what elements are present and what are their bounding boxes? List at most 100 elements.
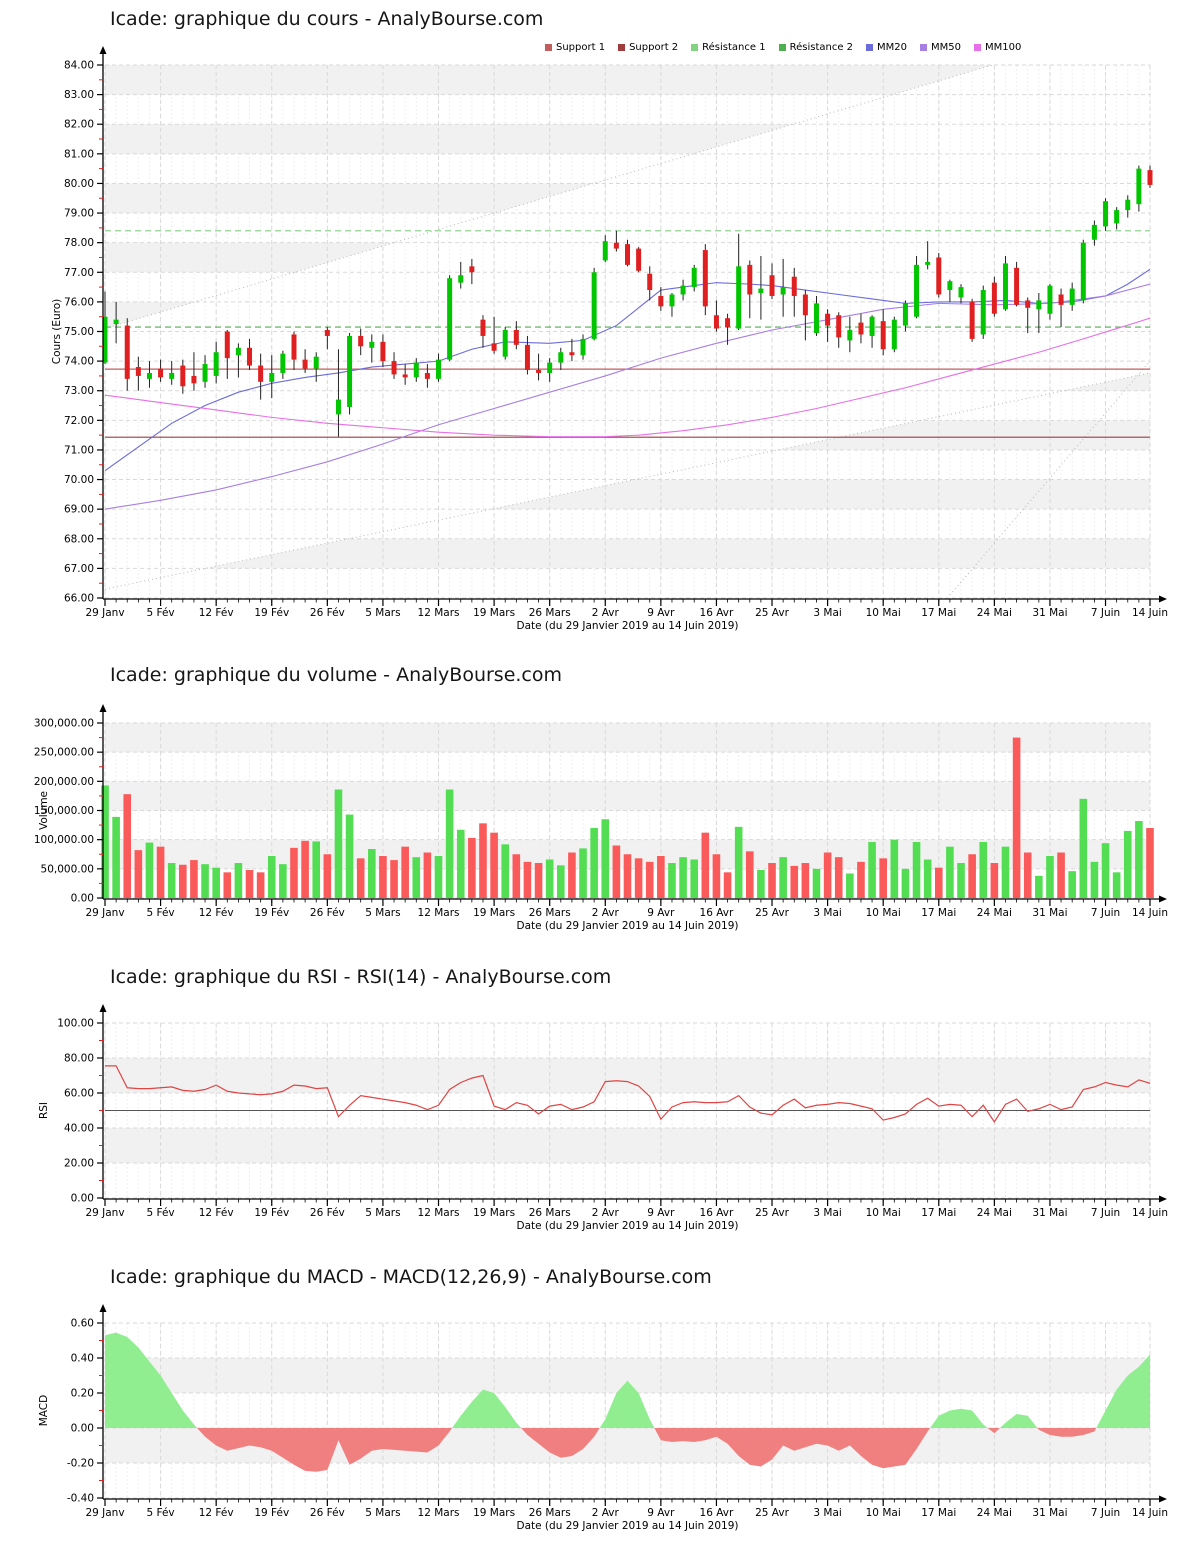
svg-text:12 Fév: 12 Fév [199,1507,234,1519]
svg-text:17 Mai: 17 Mai [921,907,956,919]
svg-text:10 Mai: 10 Mai [866,1207,901,1219]
svg-text:12 Mars: 12 Mars [418,1507,460,1519]
legend-swatch [778,44,786,51]
svg-text:50,000.00: 50,000.00 [41,863,94,875]
svg-text:10 Mai: 10 Mai [866,1507,901,1519]
svg-text:5 Fév: 5 Fév [146,1207,174,1219]
svg-text:17 Mai: 17 Mai [921,1207,956,1219]
svg-text:9 Avr: 9 Avr [647,907,675,919]
legend-label: Résistance 1 [702,42,766,53]
svg-text:24 Mai: 24 Mai [977,607,1012,619]
svg-text:14 Juin: 14 Juin [1132,907,1168,919]
svg-text:77.00: 77.00 [64,267,94,279]
svg-text:12 Mars: 12 Mars [418,607,460,619]
legend-label: MM50 [931,42,961,53]
svg-text:20.00: 20.00 [64,1158,94,1170]
svg-text:9 Avr: 9 Avr [647,607,675,619]
svg-text:26 Mars: 26 Mars [529,907,571,919]
svg-text:2 Avr: 2 Avr [592,1507,620,1519]
svg-text:5 Fév: 5 Fév [146,1507,174,1519]
svg-text:29 Janv: 29 Janv [85,607,124,619]
svg-text:10 Mai: 10 Mai [866,607,901,619]
svg-text:100,000.00: 100,000.00 [34,834,94,846]
svg-text:26 Fév: 26 Fév [310,1507,345,1519]
svg-text:83.00: 83.00 [64,89,94,101]
svg-text:81.00: 81.00 [64,148,94,160]
svg-text:70.00: 70.00 [64,474,94,486]
svg-text:9 Avr: 9 Avr [647,1207,675,1219]
svg-text:79.00: 79.00 [64,208,94,220]
svg-text:80.00: 80.00 [64,178,94,190]
svg-text:24 Mai: 24 Mai [977,1507,1012,1519]
svg-text:0.20: 0.20 [71,1388,94,1400]
svg-text:Cours (Euro): Cours (Euro) [51,299,63,365]
svg-text:0.00: 0.00 [71,893,94,905]
svg-text:24 Mai: 24 Mai [977,907,1012,919]
svg-text:0.00: 0.00 [71,1193,94,1205]
legend-item-mm20: MM20 [866,42,907,53]
svg-text:3 Mai: 3 Mai [813,1207,841,1219]
svg-text:66.00: 66.00 [64,593,94,605]
svg-text:2 Avr: 2 Avr [592,1207,620,1219]
svg-text:80.00: 80.00 [64,1053,94,1065]
svg-text:25 Avr: 25 Avr [755,907,789,919]
svg-text:31 Mai: 31 Mai [1032,607,1067,619]
svg-text:3 Mai: 3 Mai [813,907,841,919]
svg-text:26 Fév: 26 Fév [310,907,345,919]
svg-text:26 Mars: 26 Mars [529,1207,571,1219]
legend-swatch [618,44,626,51]
svg-text:19 Fév: 19 Fév [254,607,289,619]
svg-text:74.00: 74.00 [64,356,94,368]
svg-text:19 Fév: 19 Fév [254,907,289,919]
svg-text:60.00: 60.00 [64,1088,94,1100]
svg-text:300,000.00: 300,000.00 [34,718,94,730]
svg-text:12 Fév: 12 Fév [199,1207,234,1219]
legend-swatch [545,44,552,51]
svg-text:0.60: 0.60 [71,1318,94,1330]
svg-text:Date (du 29 Janvier 2019 au 14: Date (du 29 Janvier 2019 au 14 Juin 2019… [517,620,739,632]
legend-item-mm100: MM100 [974,42,1021,53]
svg-text:31 Mai: 31 Mai [1032,1207,1067,1219]
svg-text:-0.20: -0.20 [67,1458,94,1470]
legend-item-r-sistance-2: Résistance 2 [778,42,854,53]
svg-text:17 Mai: 17 Mai [921,1507,956,1519]
svg-text:5 Fév: 5 Fév [146,907,174,919]
svg-text:10 Mai: 10 Mai [866,907,901,919]
svg-text:7 Juin: 7 Juin [1091,1507,1120,1519]
svg-text:26 Mars: 26 Mars [529,1507,571,1519]
macd-chart-title: Icade: graphique du MACD - MACD(12,26,9)… [110,1266,712,1288]
legend-label: Résistance 2 [789,42,854,53]
svg-text:2 Avr: 2 Avr [592,907,620,919]
svg-text:Volume: Volume [38,791,50,830]
svg-text:40.00: 40.00 [64,1123,94,1135]
price-chart-legend: Support 1 Support 2 Résistance 1 Résistance… [545,42,1021,53]
svg-text:29 Janv: 29 Janv [85,907,124,919]
svg-text:25 Avr: 25 Avr [755,607,789,619]
svg-text:12 Mars: 12 Mars [418,907,460,919]
svg-text:29 Janv: 29 Janv [85,1507,124,1519]
svg-text:31 Mai: 31 Mai [1032,907,1067,919]
legend-item-mm50: MM50 [920,42,961,53]
svg-text:150,000.00: 150,000.00 [34,805,94,817]
svg-text:100.00: 100.00 [57,1018,94,1030]
svg-text:Date (du 29 Janvier 2019 au 14: Date (du 29 Janvier 2019 au 14 Juin 2019… [517,920,739,932]
svg-text:RSI: RSI [38,1102,50,1119]
svg-text:7 Juin: 7 Juin [1091,907,1120,919]
svg-text:9 Avr: 9 Avr [647,1507,675,1519]
svg-text:73.00: 73.00 [64,385,94,397]
svg-text:84.00: 84.00 [64,60,94,72]
svg-text:75.00: 75.00 [64,326,94,338]
legend-swatch [920,44,928,51]
svg-text:Date (du 29 Janvier 2019 au 14: Date (du 29 Janvier 2019 au 14 Juin 2019… [517,1220,739,1232]
svg-text:19 Mars: 19 Mars [473,1507,515,1519]
svg-text:25 Avr: 25 Avr [755,1507,789,1519]
legend-item-support-2: Support 2 [618,42,678,53]
svg-text:Date (du 29 Janvier 2019 au 14: Date (du 29 Janvier 2019 au 14 Juin 2019… [517,1520,739,1532]
legend-swatch [974,44,981,51]
svg-text:24 Mai: 24 Mai [977,1207,1012,1219]
legend-item-r-sistance-1: Résistance 1 [691,42,766,53]
svg-text:5 Mars: 5 Mars [365,607,400,619]
svg-text:19 Fév: 19 Fév [254,1507,289,1519]
